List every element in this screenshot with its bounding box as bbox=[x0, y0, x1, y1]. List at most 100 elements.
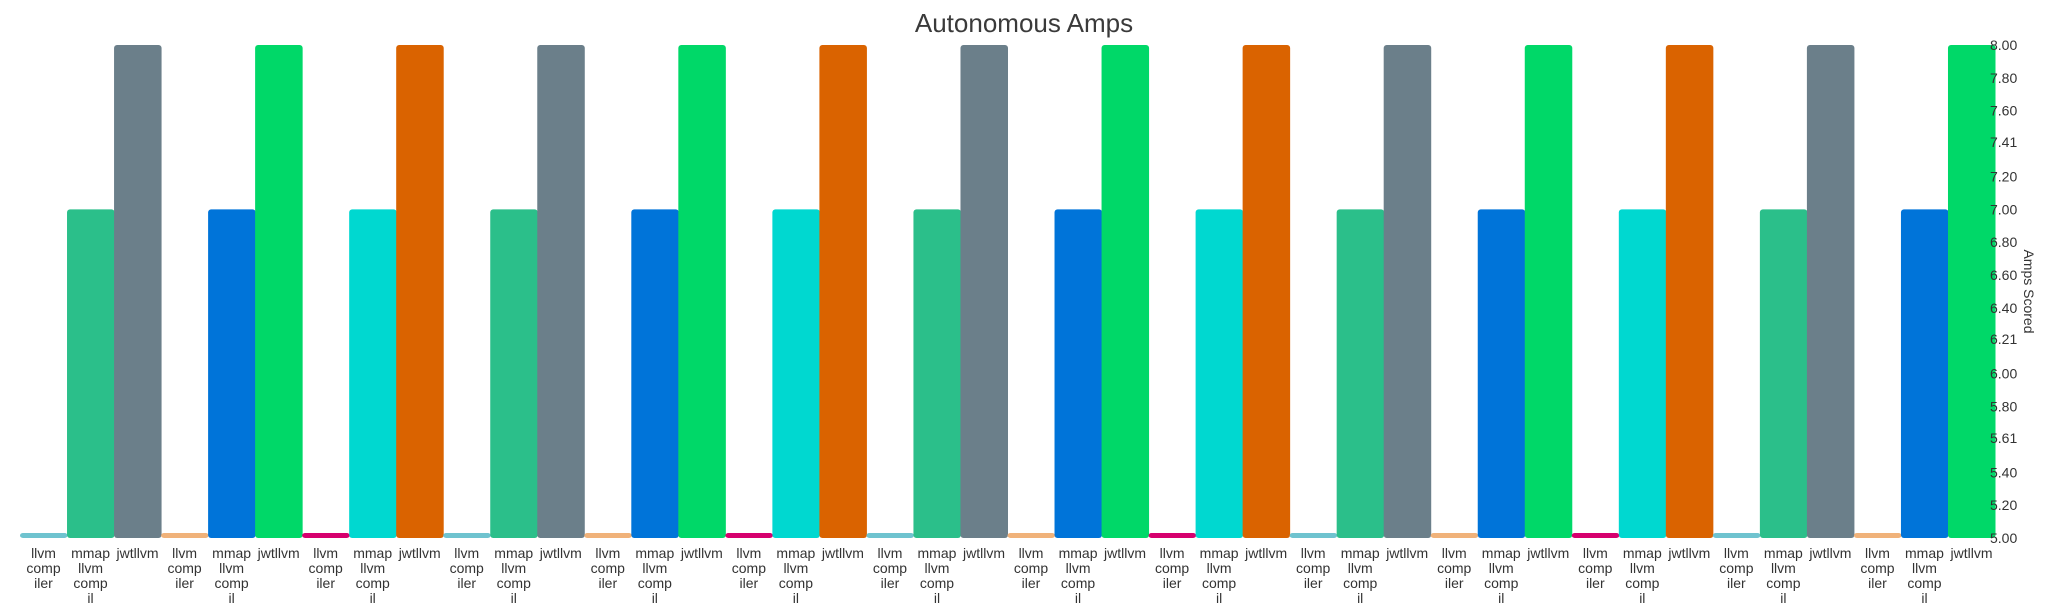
bar-8-0 bbox=[1148, 533, 1197, 538]
y-tick-label: 5.40 bbox=[1990, 464, 2017, 480]
x-tick-label: llvm comp iler bbox=[873, 545, 907, 591]
x-tick-label: mmap llvm comp il bbox=[776, 545, 815, 606]
x-tick-label: mmap llvm comp il bbox=[1059, 545, 1098, 606]
x-tick-label: mmap llvm comp il bbox=[71, 545, 110, 606]
x-tick-label: jwtllvm bbox=[1667, 545, 1710, 561]
bar-2-2 bbox=[396, 45, 444, 538]
x-tick-label: mmap llvm comp il bbox=[1200, 545, 1239, 606]
y-tick-label: 6.60 bbox=[1990, 267, 2017, 283]
bar-0-1 bbox=[67, 209, 115, 538]
bar-4-0 bbox=[584, 533, 632, 538]
bar-7-1 bbox=[1054, 209, 1103, 538]
bar-4-2 bbox=[678, 45, 726, 538]
bar-7-2 bbox=[1101, 45, 1150, 538]
x-tick-label: llvm comp iler bbox=[732, 545, 766, 591]
bar-13-2 bbox=[1947, 45, 1996, 538]
x-tick-label: llvm comp iler bbox=[1860, 545, 1894, 591]
bar-5-1 bbox=[772, 209, 820, 538]
bar-12-1 bbox=[1759, 209, 1808, 538]
bar-2-1 bbox=[349, 209, 397, 538]
y-tick-label: 5.00 bbox=[1990, 530, 2017, 546]
bar-11-1 bbox=[1618, 209, 1667, 538]
x-tick-label: mmap llvm comp il bbox=[494, 545, 533, 606]
x-tick-label: jwtllvm bbox=[398, 545, 441, 561]
x-tick-label: jwtllvm bbox=[257, 545, 300, 561]
y-axis-label: Amps Scored bbox=[2021, 249, 2037, 333]
y-tick-label: 8.00 bbox=[1990, 37, 2017, 53]
y-tick-label: 6.80 bbox=[1990, 234, 2017, 250]
x-tick-label: jwtllvm bbox=[539, 545, 582, 561]
y-tick-label: 7.60 bbox=[1990, 103, 2017, 119]
y-tick-label: 7.00 bbox=[1990, 201, 2017, 217]
y-tick-label: 7.20 bbox=[1990, 168, 2017, 184]
bar-10-1 bbox=[1477, 209, 1526, 538]
bar-7-0 bbox=[1007, 533, 1056, 538]
x-tick-label: llvm comp iler bbox=[1578, 545, 1612, 591]
bar-2-0 bbox=[302, 533, 350, 538]
bar-3-1 bbox=[490, 209, 538, 538]
y-tick-label: 6.21 bbox=[1990, 331, 2017, 347]
x-tick-label: mmap llvm comp il bbox=[1482, 545, 1521, 606]
bar-8-2 bbox=[1242, 45, 1291, 538]
x-tick-label: mmap llvm comp il bbox=[1764, 545, 1803, 606]
x-tick-label: mmap llvm comp il bbox=[1623, 545, 1662, 606]
bar-0-0 bbox=[20, 533, 68, 538]
x-tick-label: llvm comp iler bbox=[1296, 545, 1330, 591]
x-tick-label: mmap llvm comp il bbox=[353, 545, 392, 606]
bar-4-1 bbox=[631, 209, 679, 538]
x-tick-label: jwtllvm bbox=[962, 545, 1005, 561]
x-tick-label: llvm comp iler bbox=[1014, 545, 1048, 591]
y-tick-label: 6.40 bbox=[1990, 300, 2017, 316]
y-tick-label: 6.00 bbox=[1990, 366, 2017, 382]
bar-12-0 bbox=[1712, 533, 1761, 538]
bar-6-1 bbox=[913, 209, 961, 538]
bar-3-0 bbox=[443, 533, 491, 538]
bar-11-2 bbox=[1665, 45, 1714, 538]
bar-5-2 bbox=[819, 45, 867, 538]
bar-6-2 bbox=[960, 45, 1008, 538]
x-tick-label: jwtllvm bbox=[1808, 545, 1851, 561]
bar-9-0 bbox=[1289, 533, 1338, 538]
bar-13-1 bbox=[1900, 209, 1949, 538]
y-tick-label: 7.80 bbox=[1990, 70, 2017, 86]
bar-8-1 bbox=[1195, 209, 1244, 538]
x-tick-label: jwtllvm bbox=[821, 545, 864, 561]
bar-13-0 bbox=[1853, 533, 1902, 538]
chart-title: Autonomous Amps bbox=[914, 8, 1134, 38]
x-tick-label: mmap llvm comp il bbox=[635, 545, 674, 606]
bar-9-1 bbox=[1336, 209, 1385, 538]
y-tick-label: 7.41 bbox=[1990, 134, 2017, 150]
x-tick-label: jwtllvm bbox=[680, 545, 723, 561]
bar-12-2 bbox=[1806, 45, 1855, 538]
x-tick-label: llvm comp iler bbox=[167, 545, 201, 591]
x-tick-label: mmap llvm comp il bbox=[1341, 545, 1380, 606]
x-tick-label: mmap llvm comp il bbox=[918, 545, 957, 606]
y-tick-label: 5.20 bbox=[1990, 497, 2017, 513]
bar-11-0 bbox=[1571, 533, 1620, 538]
x-tick-label: llvm comp iler bbox=[591, 545, 625, 591]
y-axis: 5.00 5.20 5.40 5.61 5.80 6.00 6.21 6.40 6.60 6.80… bbox=[1990, 37, 2017, 546]
bar-10-2 bbox=[1524, 45, 1573, 538]
x-tick-label: jwtllvm bbox=[116, 545, 159, 561]
y-tick-label: 5.61 bbox=[1990, 430, 2017, 446]
x-tick-label: jwtllvm bbox=[1526, 545, 1569, 561]
x-tick-label: llvm comp iler bbox=[1719, 545, 1753, 591]
x-tick-labels: llvm comp iler mmap llvm comp il jwtllvm llvm com… bbox=[26, 545, 1992, 606]
bar-1-0 bbox=[161, 533, 209, 538]
x-tick-label: llvm comp iler bbox=[309, 545, 343, 591]
x-tick-label: mmap llvm comp il bbox=[1905, 545, 1944, 606]
bar-1-1 bbox=[208, 209, 256, 538]
x-tick-label: llvm comp iler bbox=[1155, 545, 1189, 591]
x-tick-label: jwtllvm bbox=[1244, 545, 1287, 561]
x-tick-label: llvm comp iler bbox=[1437, 545, 1471, 591]
x-tick-label: jwtllvm bbox=[1385, 545, 1428, 561]
bar-6-0 bbox=[866, 533, 914, 538]
bar-5-0 bbox=[725, 533, 773, 538]
x-tick-label: mmap llvm comp il bbox=[212, 545, 251, 606]
x-tick-label: llvm comp iler bbox=[450, 545, 484, 591]
x-tick-label: llvm comp iler bbox=[26, 545, 60, 591]
bar-0-2 bbox=[114, 45, 162, 538]
bars-layer bbox=[20, 45, 1996, 538]
bar-3-2 bbox=[537, 45, 585, 538]
